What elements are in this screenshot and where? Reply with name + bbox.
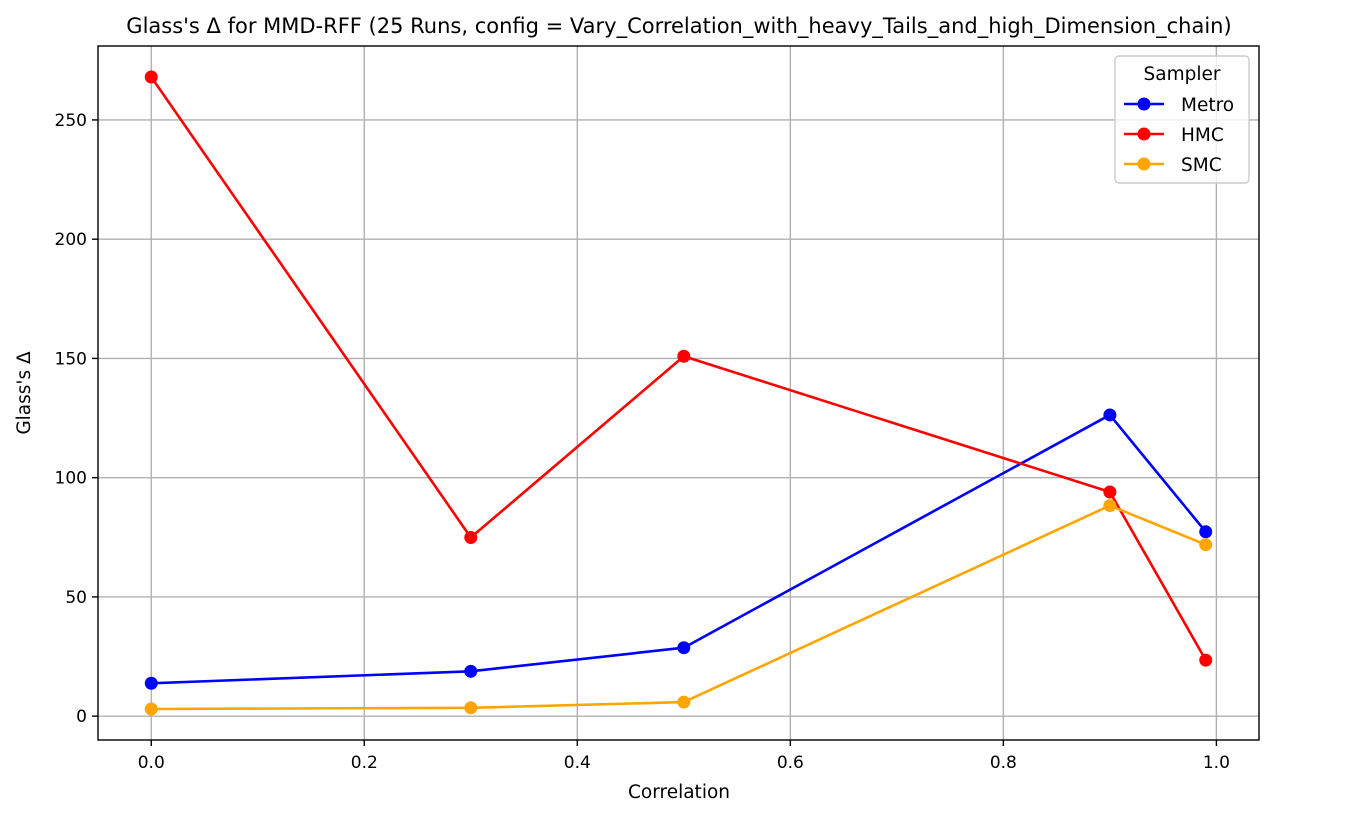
data-point-metro xyxy=(1199,525,1213,539)
axes: 0.0 0.2 0.4 0.6 0.8 1.0 0 50 100 150 200 250 xyxy=(55,45,1260,773)
x-tick-label: 0.2 xyxy=(351,753,378,773)
data-point-smc xyxy=(1103,499,1117,513)
legend-item-smc: SMC xyxy=(1124,155,1222,176)
legend-title: Sampler xyxy=(1144,64,1221,85)
legend-item-hmc: HMC xyxy=(1124,125,1224,146)
x-tick-label: 0.8 xyxy=(990,753,1017,773)
y-axis-label: Glass's Δ xyxy=(14,351,35,435)
x-tick-label: 0.0 xyxy=(138,753,165,773)
data-point-smc xyxy=(144,702,158,716)
x-axis-label: Correlation xyxy=(628,782,730,803)
legend: Sampler Metro HMC SMC xyxy=(1114,55,1250,184)
x-tick-label: 0.4 xyxy=(564,753,591,773)
y-tick-label: 50 xyxy=(65,588,87,608)
data-point-metro xyxy=(677,641,691,655)
y-tick-label: 150 xyxy=(55,349,87,369)
legend-label: HMC xyxy=(1181,125,1224,146)
series-metro xyxy=(144,408,1213,690)
data-series xyxy=(144,70,1213,716)
data-point-metro xyxy=(464,664,478,678)
legend-marker-swatch xyxy=(1137,157,1151,171)
legend-label: SMC xyxy=(1181,155,1222,176)
series-hmc xyxy=(144,70,1213,667)
plot-frame xyxy=(97,45,1260,741)
chart-title: Glass's Δ for MMD-RFF (25 Runs, config =… xyxy=(126,14,1231,39)
data-point-smc xyxy=(464,701,478,715)
legend-box xyxy=(1114,55,1250,184)
data-point-smc xyxy=(1199,538,1213,552)
data-point-hmc xyxy=(144,70,158,84)
y-tick-label: 250 xyxy=(55,111,87,131)
y-tick-label: 200 xyxy=(55,230,87,250)
data-point-metro xyxy=(144,676,158,690)
legend-label: Metro xyxy=(1181,95,1234,116)
data-point-hmc xyxy=(677,349,691,363)
data-point-metro xyxy=(1103,408,1117,422)
legend-item-metro: Metro xyxy=(1124,95,1234,116)
data-point-hmc xyxy=(1199,653,1213,667)
y-tick-label: 100 xyxy=(55,469,87,489)
x-tick-label: 0.6 xyxy=(777,753,804,773)
x-tick-label: 1.0 xyxy=(1203,753,1230,773)
y-tick-label: 0 xyxy=(76,707,87,727)
legend-marker-swatch xyxy=(1137,97,1151,111)
series-smc xyxy=(144,499,1213,716)
legend-marker-swatch xyxy=(1137,127,1151,141)
data-point-smc xyxy=(677,695,691,709)
data-point-hmc xyxy=(1103,485,1117,499)
data-point-hmc xyxy=(464,531,478,545)
